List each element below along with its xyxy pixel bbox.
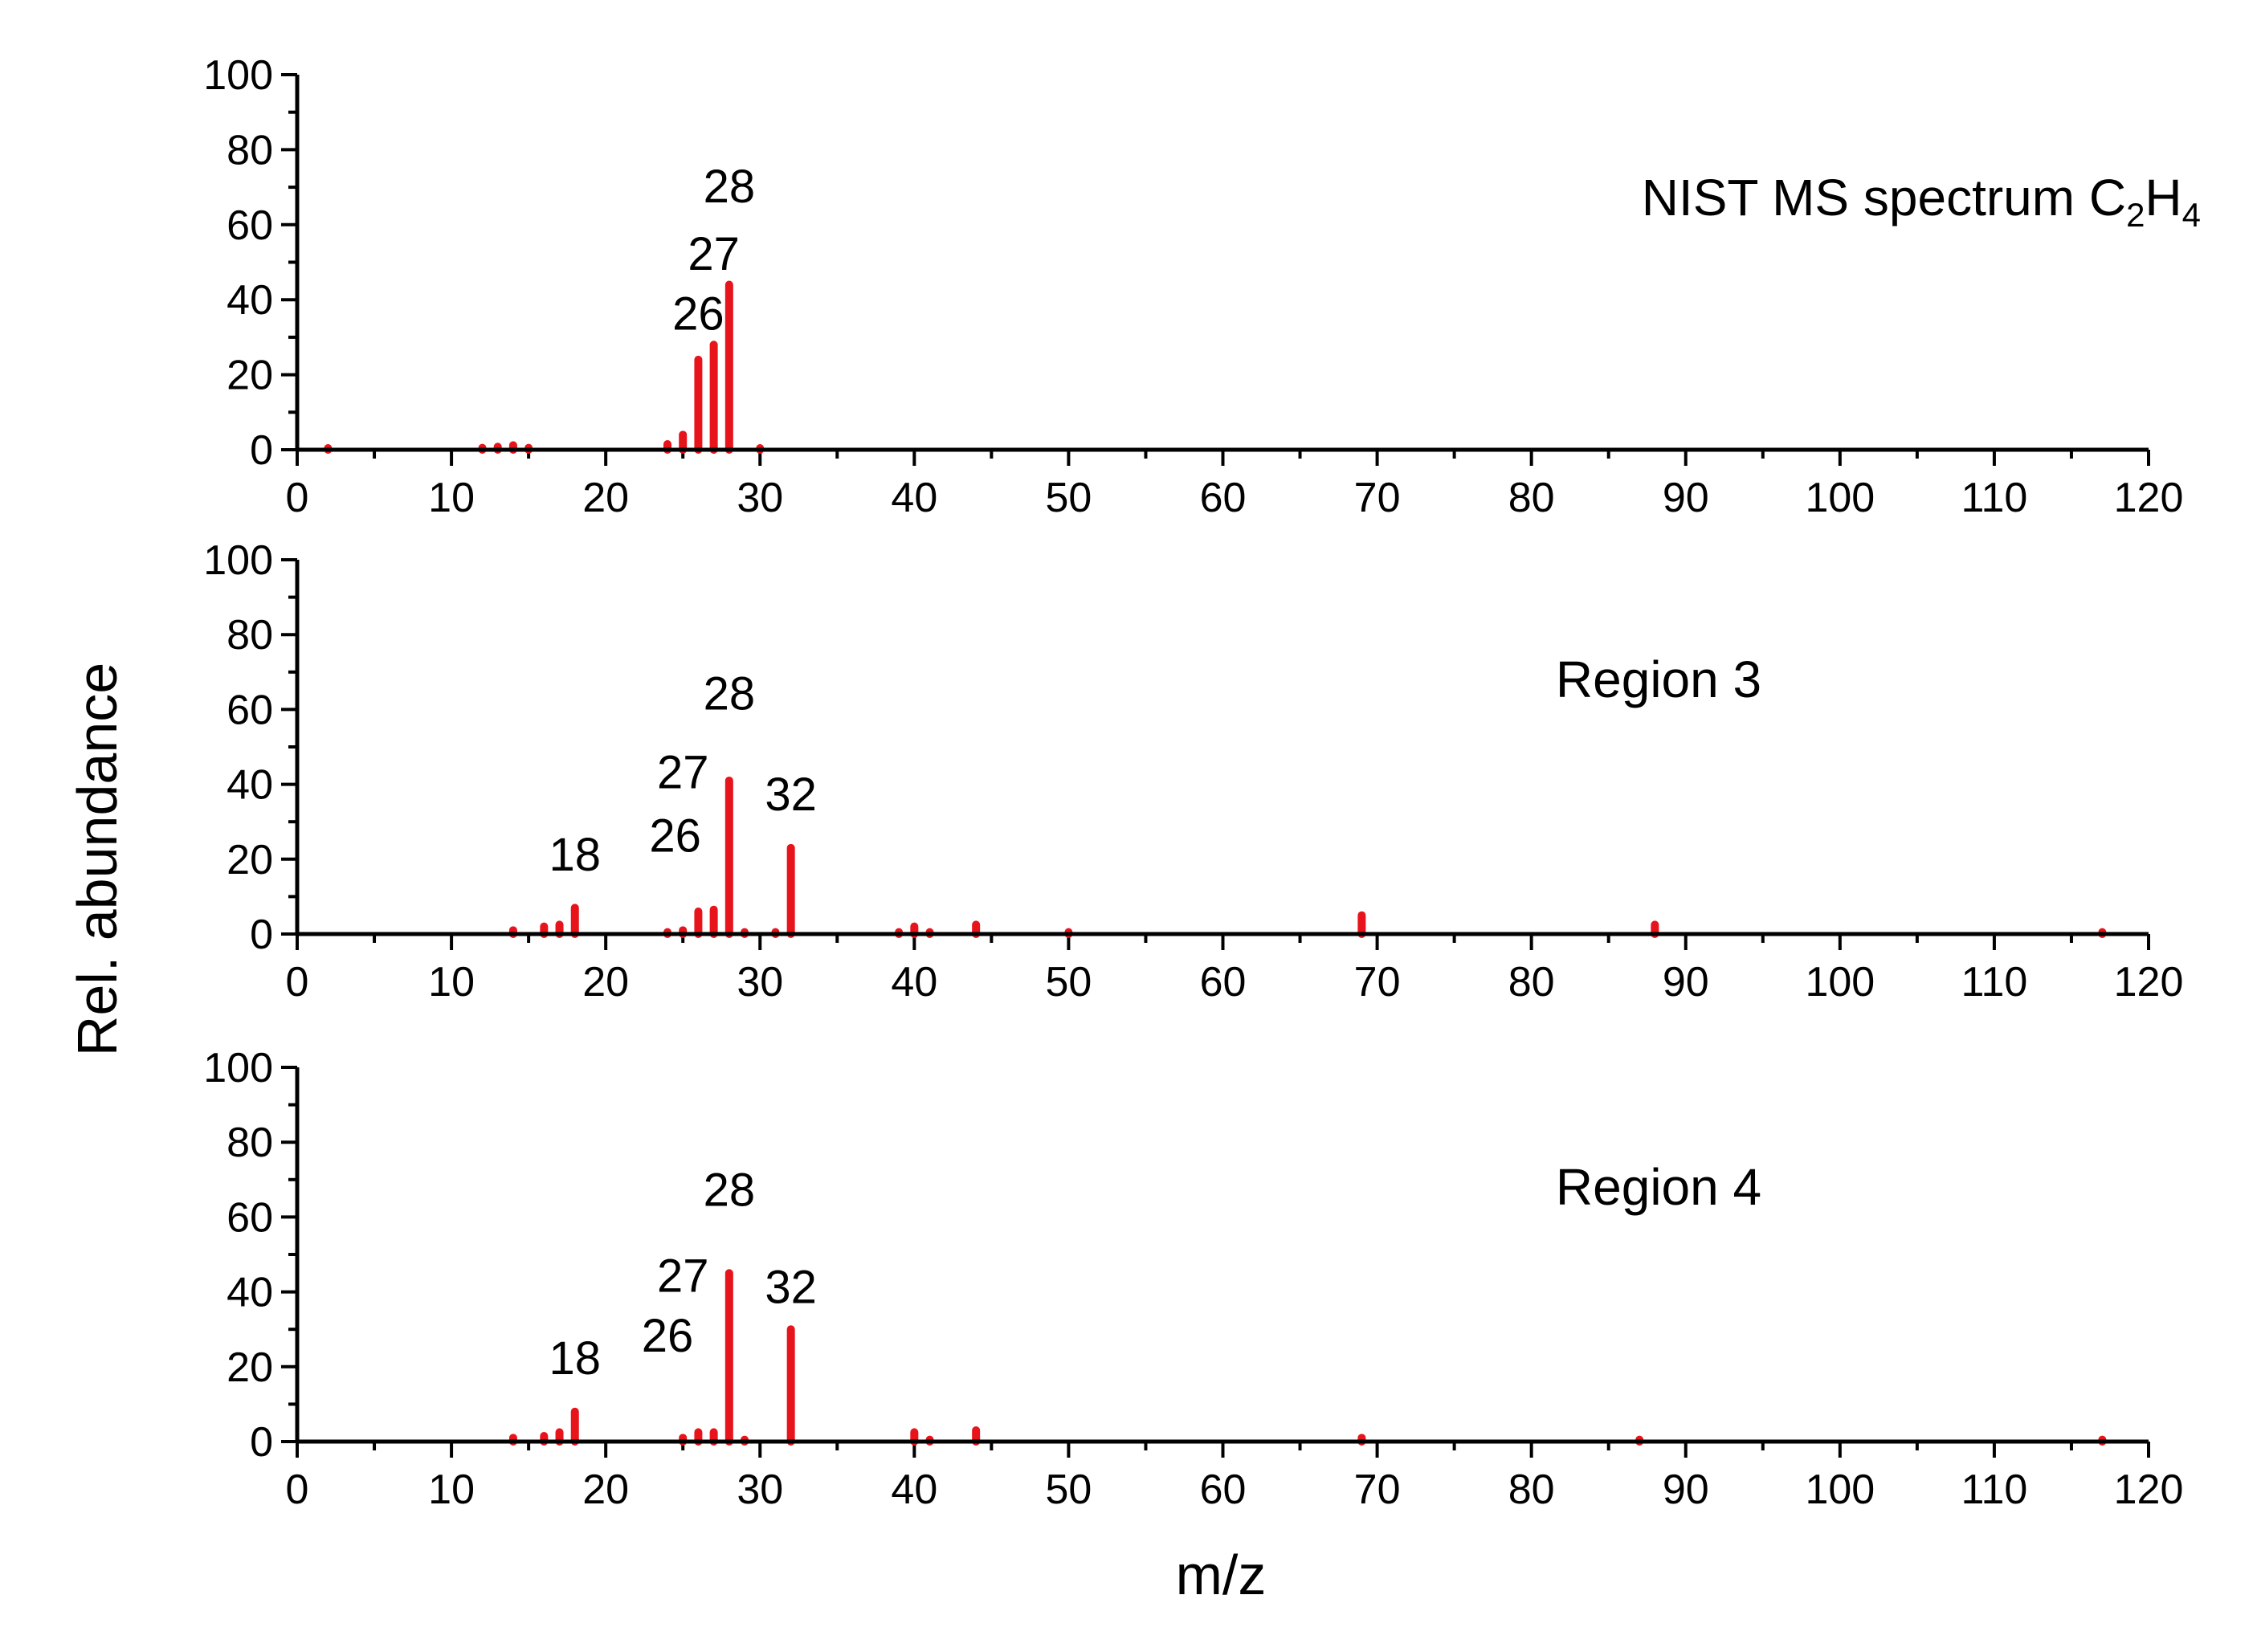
x-tick-label: 10	[428, 1466, 475, 1513]
x-tick-label: 90	[1663, 959, 1709, 1005]
x-tick-label: 40	[891, 959, 937, 1005]
peak-label: 28	[704, 161, 756, 213]
x-tick-label: 20	[582, 1466, 629, 1513]
y-tick-label: 40	[227, 277, 273, 324]
title-subscript: 2	[2126, 196, 2145, 234]
y-axis-title: Rel. abundance	[66, 663, 129, 1056]
x-tick-label: 30	[737, 1466, 783, 1513]
x-tick-label: 100	[1805, 475, 1875, 521]
x-tick-label: 90	[1663, 475, 1709, 521]
x-tick-label: 80	[1508, 959, 1555, 1005]
x-tick-label: 70	[1354, 959, 1401, 1005]
y-tick-label: 40	[227, 1270, 273, 1316]
y-tick-label: 20	[227, 1344, 273, 1391]
y-tick-label: 80	[227, 127, 273, 173]
peak-label: 18	[549, 829, 601, 881]
title-text: NIST MS spectrum C	[1642, 169, 2126, 226]
x-tick-label: 40	[891, 475, 937, 521]
y-tick-label: 80	[227, 612, 273, 659]
x-tick-label: 120	[2114, 1466, 2184, 1513]
x-tick-label: 90	[1663, 1466, 1709, 1513]
x-tick-label: 80	[1508, 1466, 1555, 1513]
x-tick-label: 120	[2114, 959, 2184, 1005]
y-tick-label: 40	[227, 762, 273, 809]
x-tick-label: 10	[428, 959, 475, 1005]
y-tick-label: 100	[203, 52, 273, 99]
y-tick-label: 60	[227, 687, 273, 733]
y-tick-label: 60	[227, 1194, 273, 1241]
x-tick-label: 0	[286, 1466, 309, 1513]
x-tick-label: 70	[1354, 1466, 1401, 1513]
y-tick-label: 100	[203, 537, 273, 584]
x-tick-label: 100	[1805, 1466, 1875, 1513]
x-tick-label: 0	[286, 959, 309, 1005]
panel-title: NIST MS spectrum C2H4	[1642, 169, 2201, 234]
peak-label: 28	[704, 1164, 756, 1216]
x-tick-label: 50	[1045, 475, 1092, 521]
x-axis-title: m/z	[1176, 1544, 1267, 1606]
peak-label: 26	[642, 1310, 694, 1362]
x-tick-label: 100	[1805, 959, 1875, 1005]
panel-title: Region 4	[1556, 1158, 1761, 1216]
peak-label: 28	[704, 667, 756, 720]
x-tick-label: 20	[582, 959, 629, 1005]
x-tick-label: 70	[1354, 475, 1401, 521]
x-tick-label: 60	[1200, 959, 1247, 1005]
x-tick-label: 30	[737, 475, 783, 521]
x-tick-label: 110	[1961, 475, 2027, 521]
x-tick-label: 50	[1045, 959, 1092, 1005]
x-tick-label: 0	[286, 475, 309, 521]
peak-label: 32	[765, 1262, 817, 1314]
peak-label: 18	[549, 1332, 601, 1385]
x-tick-label: 60	[1200, 1466, 1247, 1513]
x-tick-label: 60	[1200, 475, 1247, 521]
x-tick-label: 80	[1508, 475, 1555, 521]
y-tick-label: 0	[250, 912, 273, 958]
title-subscript: 4	[2182, 196, 2201, 234]
x-tick-label: 20	[582, 475, 629, 521]
x-tick-label: 120	[2114, 475, 2184, 521]
x-tick-label: 30	[737, 959, 783, 1005]
x-tick-label: 110	[1961, 959, 2027, 1005]
x-tick-label: 40	[891, 1466, 937, 1513]
y-tick-label: 0	[250, 1419, 273, 1466]
x-tick-label: 10	[428, 475, 475, 521]
panel-1: 0 20 40 60 80 100 0 10 20 30 40 50 60 70 80 90 100 110 120…	[203, 52, 2201, 521]
y-tick-label: 20	[227, 837, 273, 883]
peak-label: 26	[672, 288, 724, 341]
x-tick-label: 50	[1045, 1466, 1092, 1513]
panel-3: 0 20 40 60 80 100 0 10 20 30 40 50 60 70 80 90 100 110 120…	[203, 1045, 2183, 1513]
title-text: H	[2145, 169, 2181, 226]
panel-2: 0 20 40 60 80 100 0 10 20 30 40 50 60 70 80 90 100 110 120…	[203, 537, 2183, 1005]
y-tick-label: 100	[203, 1045, 273, 1091]
x-tick-label: 110	[1961, 1466, 2027, 1513]
panel-title: Region 3	[1556, 651, 1761, 708]
peak-label: 32	[765, 769, 817, 821]
y-tick-label: 60	[227, 202, 273, 249]
y-tick-label: 0	[250, 427, 273, 474]
peak-label: 27	[657, 1250, 709, 1303]
peak-label: 27	[657, 746, 709, 798]
y-tick-label: 80	[227, 1120, 273, 1166]
peak-label: 26	[649, 810, 701, 862]
y-tick-label: 20	[227, 353, 273, 399]
peak-label: 27	[688, 228, 740, 280]
